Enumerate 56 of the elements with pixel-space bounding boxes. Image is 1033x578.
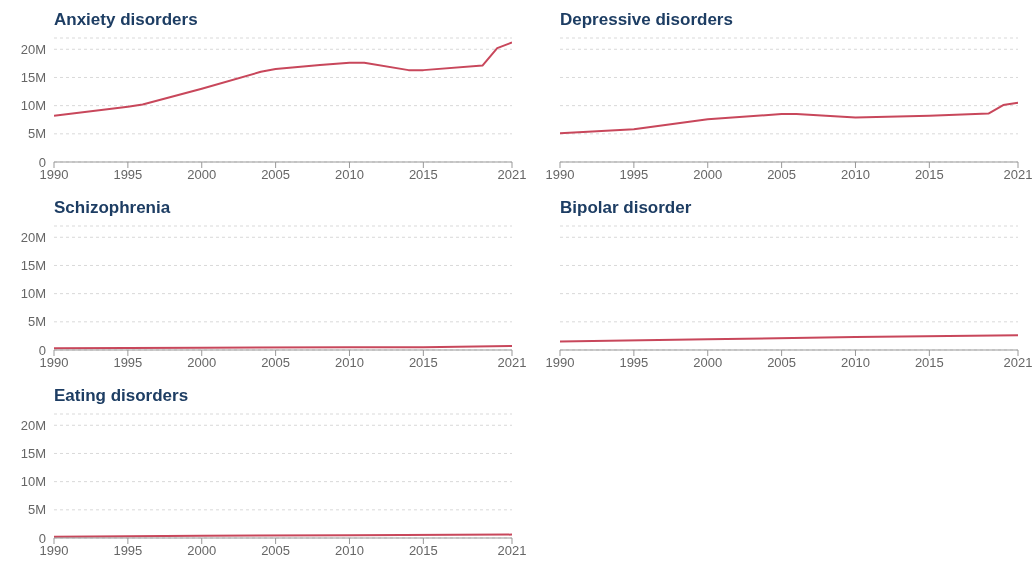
x-tick-label: 2005: [767, 355, 797, 371]
x-tick-label: 1990: [545, 167, 575, 183]
y-tick-label: 15M: [20, 446, 46, 462]
x-tick-label: 2010: [335, 167, 364, 183]
y-tick-label: 20M: [20, 417, 46, 433]
y-tick-label: 5M: [27, 502, 46, 518]
x-tick-label: 2021: [497, 167, 527, 183]
x-tick-label: 2005: [767, 167, 797, 183]
y-tick-label: 20M: [20, 229, 46, 245]
x-tick-label: 2015: [408, 167, 438, 183]
chart-title: Schizophrenia: [54, 198, 171, 218]
x-tick-label: 2010: [335, 355, 364, 371]
x-tick-label: 2000: [187, 543, 217, 559]
x-tick-label: 2005: [261, 167, 291, 183]
line-series: [54, 41, 512, 117]
x-tick-label: 1990: [39, 167, 69, 183]
x-tick-label: 2015: [408, 543, 438, 559]
x-tick-label: 2005: [261, 543, 291, 559]
x-tick-label: 2010: [841, 355, 870, 371]
x-tick-label: 1995: [113, 355, 143, 371]
y-tick-label: 15M: [20, 258, 46, 274]
x-tick-label: 1995: [619, 355, 649, 371]
y-tick-label: 15M: [20, 70, 46, 86]
x-tick-label: 2000: [187, 355, 217, 371]
y-tick-label: 10M: [20, 98, 46, 114]
x-tick-label: 1990: [545, 355, 575, 371]
x-tick-label: 2021: [497, 355, 527, 371]
x-tick-label: 2015: [914, 355, 944, 371]
x-tick-label: 2021: [1003, 167, 1033, 183]
y-tick-label: 0: [38, 530, 46, 546]
x-tick-label: 2021: [1003, 355, 1033, 371]
y-tick-label: 0: [38, 154, 46, 170]
x-tick-label: 2015: [408, 355, 438, 371]
x-tick-label: 1995: [619, 167, 649, 183]
chart-title: Anxiety disorders: [54, 10, 198, 30]
x-tick-label: 1990: [39, 355, 69, 371]
x-tick-label: 2000: [187, 167, 217, 183]
y-tick-label: 5M: [27, 314, 46, 330]
x-tick-label: 2010: [335, 543, 364, 559]
x-tick-label: 2021: [497, 543, 527, 559]
x-tick-label: 1995: [113, 167, 143, 183]
chart-title: Eating disorders: [54, 386, 189, 406]
y-tick-label: 0: [38, 342, 46, 358]
chart-title: Bipolar disorder: [560, 198, 692, 218]
x-tick-label: 2000: [693, 167, 723, 183]
y-tick-label: 5M: [27, 126, 46, 142]
x-tick-label: 2005: [261, 355, 291, 371]
y-tick-label: 20M: [20, 41, 46, 57]
chart-title: Depressive disorders: [560, 10, 733, 30]
y-tick-label: 10M: [20, 286, 46, 302]
x-tick-label: 1995: [113, 543, 143, 559]
x-tick-label: 1990: [39, 543, 69, 559]
x-tick-label: 2000: [693, 355, 723, 371]
y-tick-label: 10M: [20, 474, 46, 490]
x-tick-label: 2015: [914, 167, 944, 183]
x-tick-label: 2010: [841, 167, 870, 183]
